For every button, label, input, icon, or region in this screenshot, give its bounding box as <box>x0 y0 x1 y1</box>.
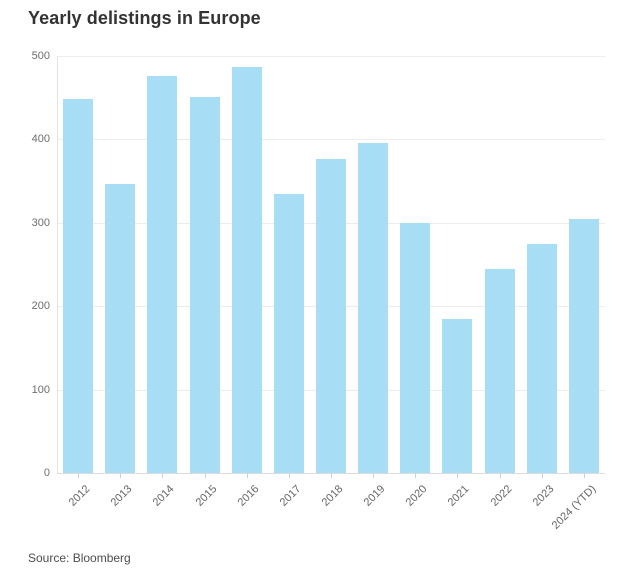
x-axis-tick <box>246 473 248 478</box>
y-axis-tick-label: 0 <box>43 467 50 479</box>
x-axis-tick <box>415 473 417 478</box>
bar-2016 <box>231 66 262 473</box>
y-axis-line <box>57 56 58 473</box>
bar-2018 <box>316 158 346 473</box>
y-axis-tick-label: 500 <box>31 50 50 62</box>
x-axis-tick <box>457 473 459 478</box>
y-axis-tick-label: 400 <box>31 133 50 146</box>
y-axis-tick-label: 100 <box>31 383 50 396</box>
bar-2012 <box>63 99 94 473</box>
bar-2013 <box>105 183 136 473</box>
y-axis-tick-label: 300 <box>31 216 50 229</box>
source-note: Source: Bloomberg <box>28 551 131 565</box>
gridline-400 <box>57 139 605 141</box>
x-axis-tick <box>120 473 122 478</box>
y-axis-tick-label: 200 <box>31 300 50 313</box>
bar-chart-plot: 0 100 200 300 400 500 2012 2013 2014 2015 2016 2017… <box>31 50 605 532</box>
bar-2019 <box>358 142 389 473</box>
x-axis-tick <box>331 473 332 478</box>
x-axis-tick <box>373 473 375 478</box>
x-axis-tick <box>583 473 585 478</box>
bar-2024-ytd- <box>568 218 599 473</box>
bar-2023 <box>526 243 557 473</box>
x-axis-tick <box>204 473 206 478</box>
x-axis-tick <box>162 473 164 478</box>
bar-2022 <box>484 268 515 473</box>
x-axis-tick <box>499 473 501 478</box>
chart-title: Yearly delistings in Europe <box>28 8 261 28</box>
x-axis-tick <box>288 473 290 478</box>
gridline-500 <box>57 56 605 57</box>
bar-2017 <box>273 193 304 473</box>
bar-2021 <box>442 318 473 473</box>
x-axis-tick <box>78 473 80 478</box>
bar-2020 <box>400 222 431 473</box>
bar-2014 <box>147 76 178 473</box>
bar-2015 <box>189 96 220 473</box>
x-axis-tick <box>541 473 543 478</box>
